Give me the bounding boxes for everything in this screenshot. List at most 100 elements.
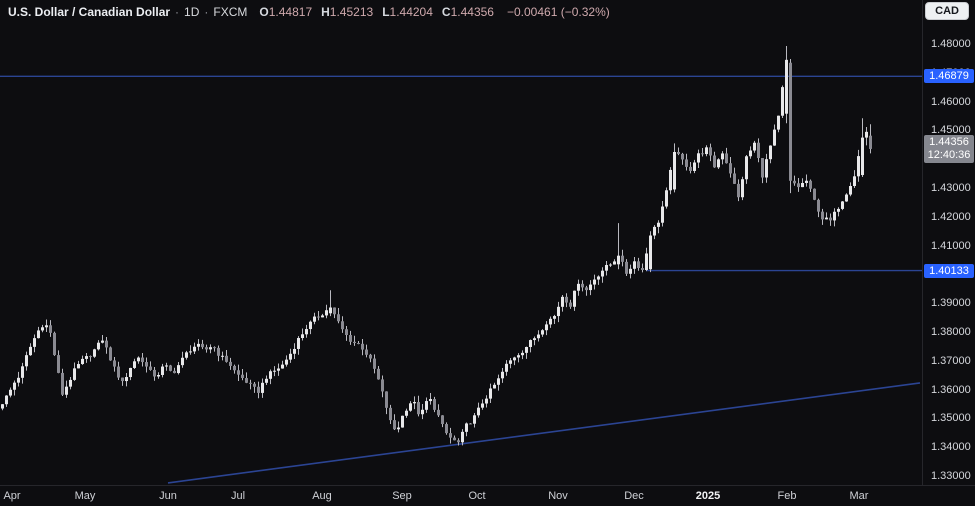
candle-up [465, 423, 468, 432]
candle-up [17, 377, 20, 383]
quote-currency-button[interactable]: CAD [925, 2, 969, 20]
candle-up [65, 386, 68, 395]
candle-up [513, 357, 516, 361]
candle-down [229, 361, 232, 366]
exchange-label[interactable]: FXCM [213, 5, 248, 19]
candle-up [865, 131, 868, 138]
ohlc-pair: H1.45213 [321, 5, 374, 19]
candle-up [289, 353, 292, 360]
candle-down [797, 183, 800, 188]
candle-up [273, 370, 276, 372]
candle-up [617, 255, 620, 265]
candle-down [389, 407, 392, 421]
candle-up [129, 367, 132, 378]
candle-down [757, 142, 760, 159]
candle-down [169, 365, 172, 371]
candle-up [425, 401, 428, 410]
candle-up [137, 357, 140, 362]
candle-up [29, 346, 32, 356]
price-axis[interactable]: 1.480001.470001.460001.450001.440001.430… [922, 0, 975, 485]
candle-down [437, 409, 440, 416]
candle-up [861, 137, 864, 176]
candle-up [577, 283, 580, 291]
candle-up [409, 403, 412, 411]
candle-up [697, 153, 700, 163]
candle-up [197, 343, 200, 347]
candle-down [373, 358, 376, 369]
month-tick-label: Nov [548, 490, 568, 502]
candle-down [441, 415, 444, 425]
candle-down [737, 183, 740, 198]
candle-up [765, 159, 768, 178]
candle-down [241, 374, 244, 379]
candle-down [245, 378, 248, 383]
candle-up [721, 153, 724, 160]
candle-down [813, 188, 816, 200]
candle-up [613, 261, 616, 265]
candle-up [717, 159, 720, 168]
candle-up [41, 327, 44, 331]
upper-level-price-label[interactable]: 1.46879 [924, 69, 974, 84]
month-tick-label: Jun [159, 490, 177, 502]
candle-up [305, 329, 308, 335]
candle-down [677, 152, 680, 154]
candle-up [45, 325, 48, 328]
candle-down [565, 296, 568, 303]
candle-up [741, 179, 744, 198]
year-tick-label: 2025 [695, 490, 721, 502]
candle-down [113, 360, 116, 367]
candle-down [621, 255, 624, 262]
candle-up [805, 180, 808, 183]
candle-down [349, 335, 352, 342]
candle-up [509, 360, 512, 364]
candle-down [117, 366, 120, 378]
candle-up [277, 368, 280, 371]
candle-up [665, 190, 668, 207]
price-tick-label: 1.46000 [931, 95, 971, 108]
candle-up [421, 409, 424, 415]
candle-down [417, 402, 420, 415]
candle-down [61, 372, 64, 395]
candle-down [433, 399, 436, 410]
candle-up [505, 363, 508, 372]
price-tick-label: 1.43000 [931, 182, 971, 194]
candle-up [209, 347, 212, 350]
interval-label[interactable]: 1D [184, 5, 200, 19]
candle-down [109, 347, 112, 361]
candle-up [269, 371, 272, 379]
candle-up [521, 352, 524, 356]
candle-up [593, 279, 596, 285]
candle-up [413, 402, 416, 404]
candle-up [297, 338, 300, 349]
last-price-label[interactable]: 1.44356 12:40:36 [924, 134, 974, 163]
symbol-name[interactable]: U.S. Dollar / Canadian Dollar [8, 5, 171, 19]
candle-down [213, 347, 216, 349]
lower-level-price-label[interactable]: 1.40133 [924, 263, 974, 278]
candle-up [37, 330, 40, 339]
candle-up [825, 217, 828, 220]
candle-down [789, 62, 792, 181]
candle-down [253, 383, 256, 387]
candle-up [265, 378, 268, 383]
candle-up [85, 356, 88, 359]
candle-up [597, 276, 600, 280]
candle-down [729, 163, 732, 174]
candle-up [161, 366, 164, 375]
candle-up [501, 371, 504, 379]
price-tick-label: 1.42000 [931, 210, 971, 223]
candle-down [141, 357, 144, 363]
candle-down [361, 343, 364, 350]
candle-up [785, 59, 788, 114]
candle-up [73, 368, 76, 380]
price-tick-label: 1.38000 [931, 326, 971, 338]
month-tick-label: Oct [468, 490, 486, 502]
candle-up [849, 186, 852, 195]
candle-down [105, 340, 108, 348]
trendline[interactable] [167, 382, 921, 484]
candle-down [337, 314, 340, 322]
time-axis[interactable]: Apr May Jun Jul Aug Sep Oct Nov Dec 2025 Feb Mar [0, 485, 975, 506]
candle-up [573, 290, 576, 307]
candle-up [489, 388, 492, 399]
